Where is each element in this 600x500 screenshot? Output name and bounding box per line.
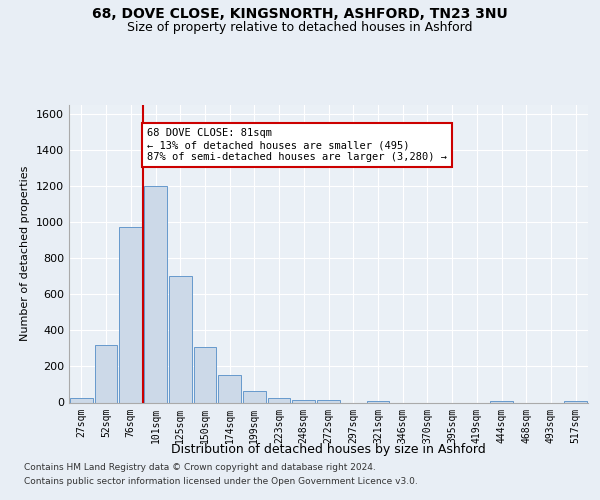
Bar	[490, 400, 513, 402]
Bar	[367, 400, 389, 402]
Bar	[243, 391, 266, 402]
Text: Size of property relative to detached houses in Ashford: Size of property relative to detached ho…	[127, 22, 473, 35]
Bar	[194, 346, 216, 403]
Bar	[268, 398, 290, 402]
Bar	[144, 186, 167, 402]
Bar	[169, 276, 191, 402]
Bar	[95, 345, 118, 403]
Text: 68, DOVE CLOSE, KINGSNORTH, ASHFORD, TN23 3NU: 68, DOVE CLOSE, KINGSNORTH, ASHFORD, TN2…	[92, 8, 508, 22]
Text: 68 DOVE CLOSE: 81sqm
← 13% of detached houses are smaller (495)
87% of semi-deta: 68 DOVE CLOSE: 81sqm ← 13% of detached h…	[147, 128, 447, 162]
Bar	[119, 226, 142, 402]
Y-axis label: Number of detached properties: Number of detached properties	[20, 166, 31, 342]
Text: Distribution of detached houses by size in Ashford: Distribution of detached houses by size …	[172, 442, 486, 456]
Bar	[70, 398, 93, 402]
Text: Contains HM Land Registry data © Crown copyright and database right 2024.: Contains HM Land Registry data © Crown c…	[24, 464, 376, 472]
Bar	[564, 400, 587, 402]
Bar	[317, 400, 340, 402]
Bar	[292, 400, 315, 402]
Text: Contains public sector information licensed under the Open Government Licence v3: Contains public sector information licen…	[24, 477, 418, 486]
Bar	[218, 374, 241, 402]
